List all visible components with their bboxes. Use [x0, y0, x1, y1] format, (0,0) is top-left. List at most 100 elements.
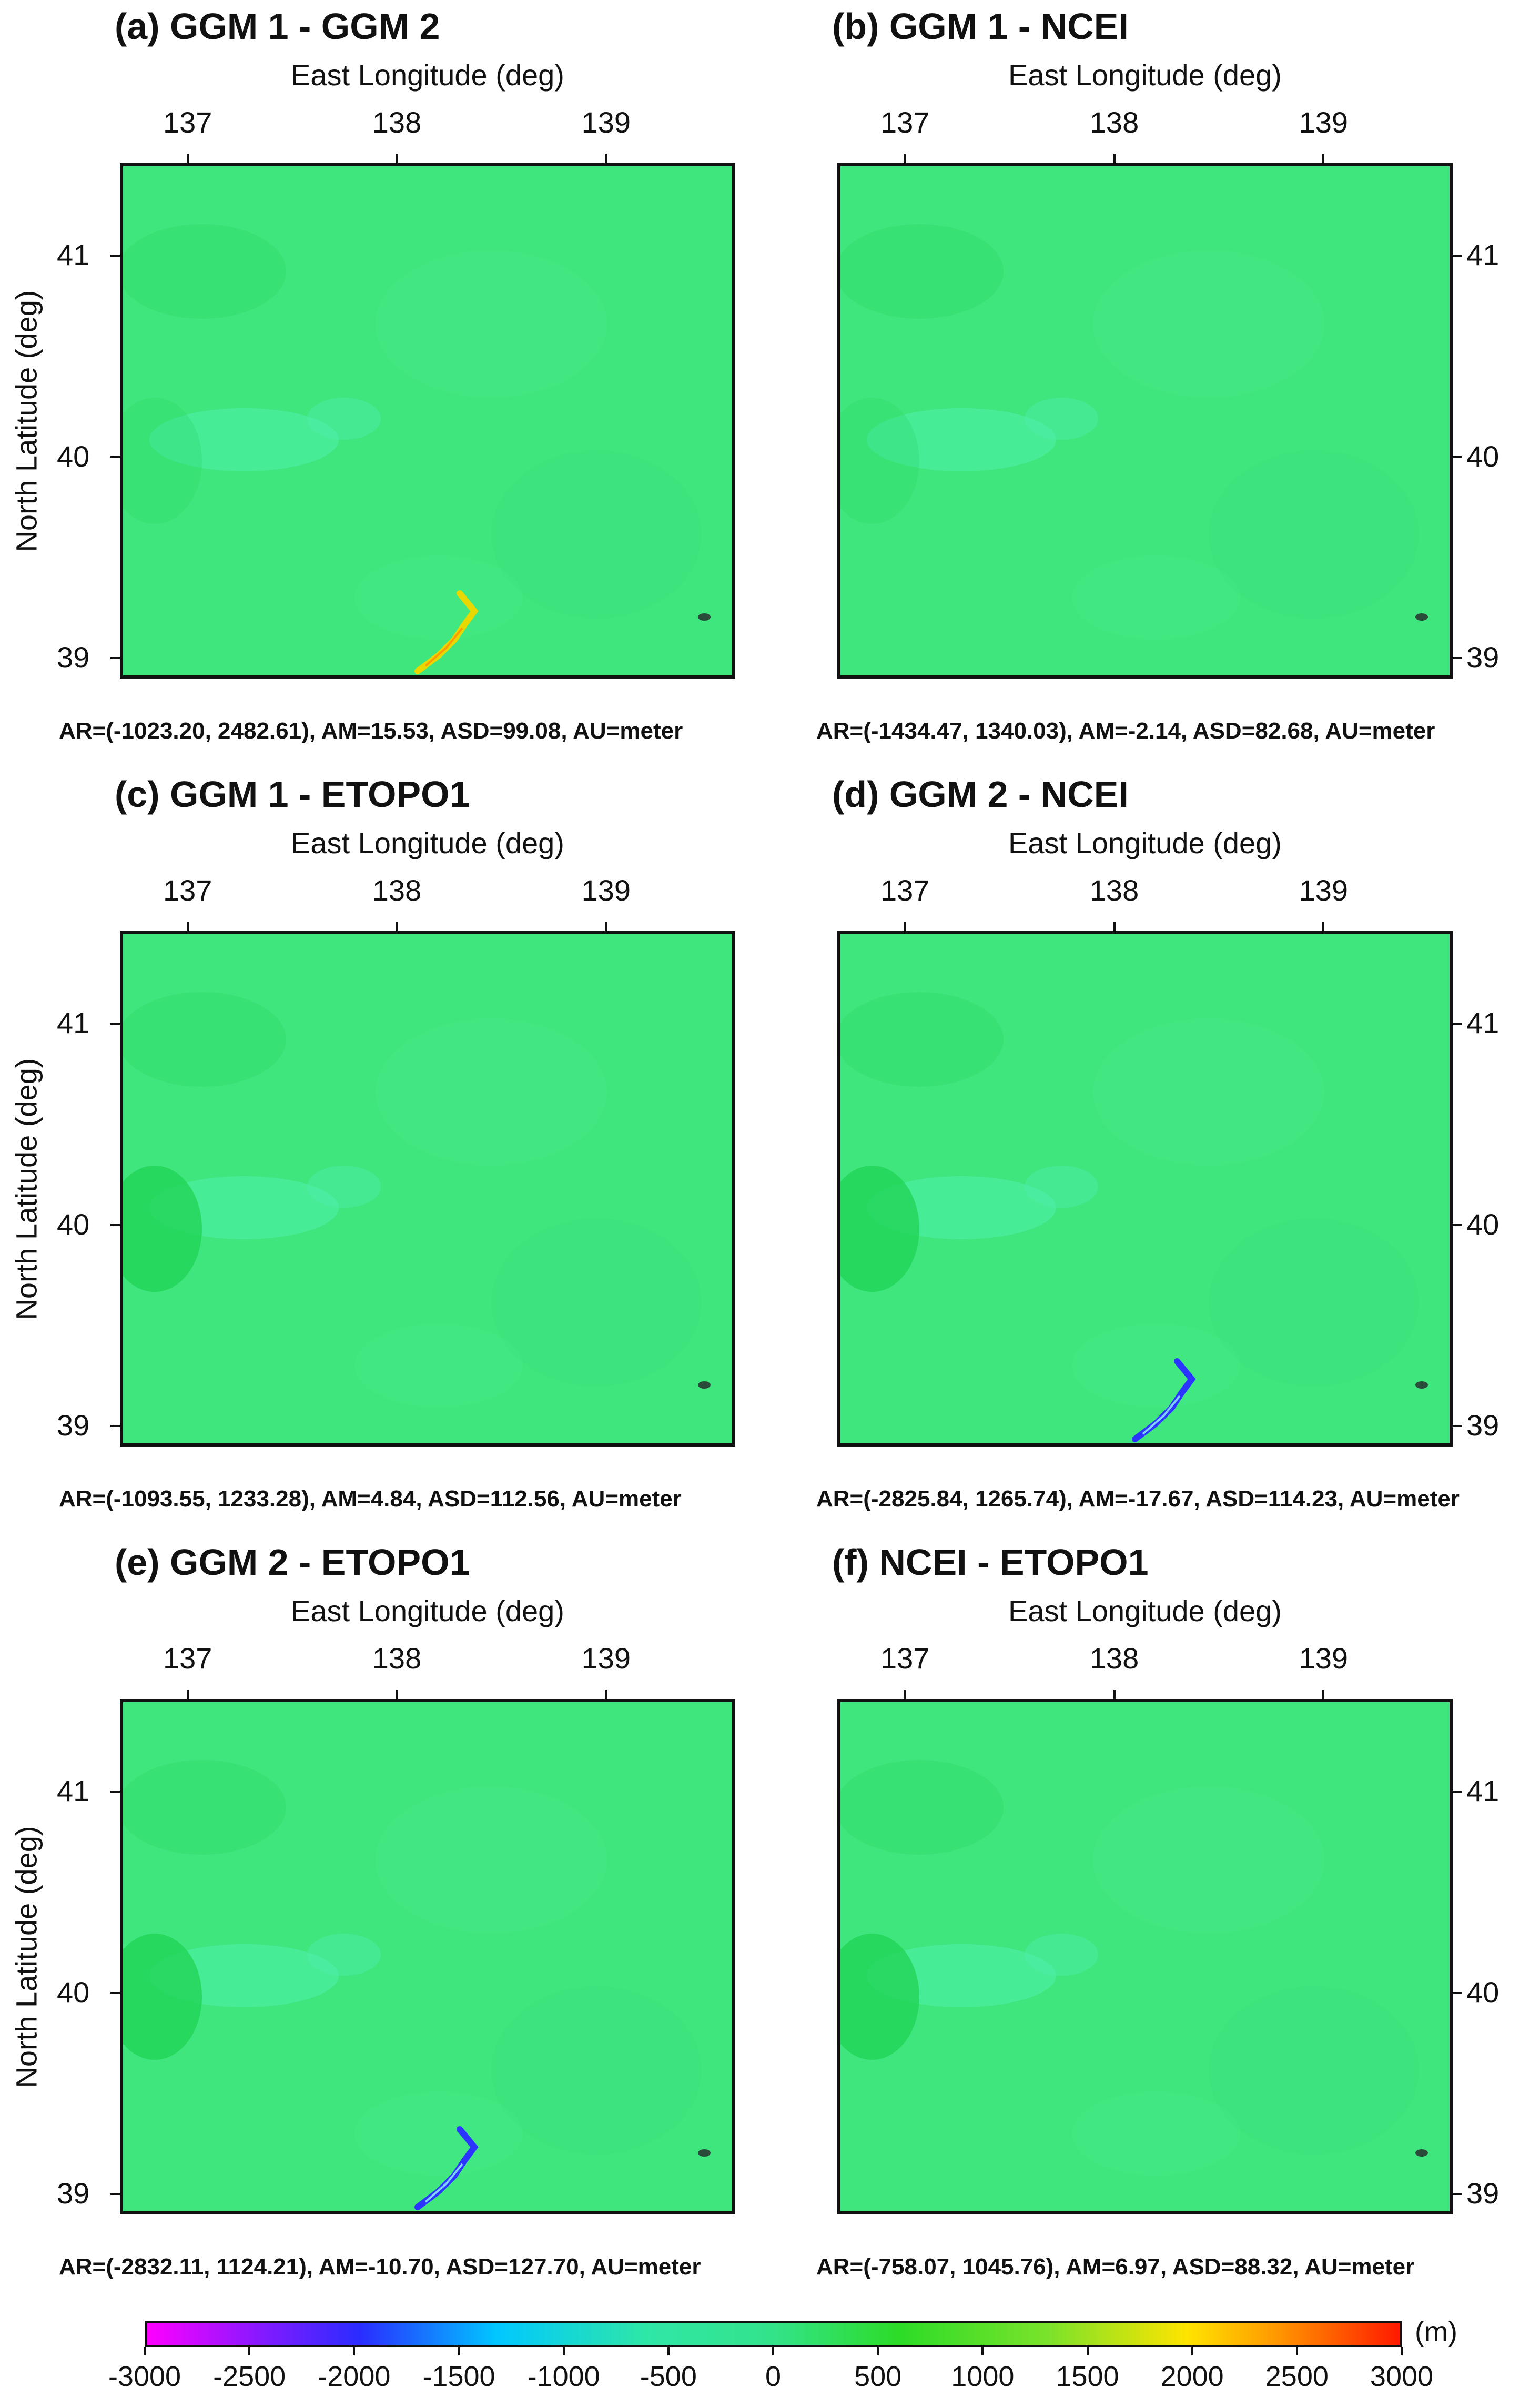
colorbar-tick-label: -500 [640, 2361, 697, 2392]
x-tick-mark [904, 154, 906, 163]
y-axis-label: North Latitude (deg) [9, 1826, 43, 2088]
island-marker [698, 2149, 711, 2157]
x-axis-label: East Longitude (deg) [1008, 826, 1282, 859]
y-tick-mark [110, 2192, 120, 2195]
x-tick-mark [605, 154, 607, 163]
difference-map [840, 1760, 1428, 2176]
x-tick-label: 138 [372, 1642, 422, 1675]
x-tick-label: 137 [163, 874, 212, 907]
terrain-blob [1072, 2091, 1240, 2176]
x-tick-mark [605, 922, 607, 931]
colorbar-tick-mark [667, 2347, 670, 2355]
colorbar-tick-mark [1086, 2347, 1089, 2355]
map-plot-area [120, 931, 735, 1447]
colorbar-unit: (m) [1415, 2316, 1457, 2348]
colorbar [145, 2321, 1402, 2347]
x-tick-mark [904, 1690, 906, 1699]
terrain-blob [1025, 398, 1098, 440]
y-tick-label: 41 [57, 238, 90, 272]
colorbar-tick-mark [353, 2347, 356, 2355]
terrain-blob [123, 224, 286, 319]
x-tick-mark [186, 922, 189, 931]
colorbar-tick-label: 0 [765, 2361, 782, 2392]
panel-title: (d) GGM 2 - NCEI [832, 774, 1129, 815]
x-tick-label: 138 [372, 874, 422, 907]
x-tick-label: 138 [1089, 1642, 1139, 1675]
x-tick-mark [1113, 154, 1116, 163]
terrain-blob [1209, 1218, 1419, 1387]
y-tick-mark [1453, 1424, 1462, 1427]
x-tick-label: 139 [1299, 874, 1349, 907]
x-tick-mark [904, 922, 906, 931]
terrain-blob [376, 1018, 607, 1166]
y-tick-label: 39 [1466, 1408, 1500, 1442]
terrain-blob [376, 1786, 607, 1934]
colorbar-tick-label: -2000 [318, 2361, 391, 2392]
y-tick-mark [1453, 255, 1462, 257]
x-tick-label: 138 [372, 106, 422, 139]
terrain-blob [491, 450, 702, 619]
x-tick-label: 139 [1299, 1642, 1349, 1675]
terrain-blob [123, 1760, 286, 1855]
colorbar-tick-mark [144, 2347, 146, 2355]
y-tick-mark [110, 1791, 120, 1793]
x-tick-label: 139 [581, 106, 631, 139]
x-tick-label: 138 [1089, 874, 1139, 907]
colorbar-tick-mark [248, 2347, 251, 2355]
terrain-blob [354, 2091, 523, 2176]
terrain-blob [376, 250, 607, 398]
terrain-blob [123, 1934, 202, 2060]
terrain-blob [123, 1166, 202, 1292]
x-tick-mark [396, 922, 398, 931]
y-tick-label: 41 [1466, 1006, 1500, 1040]
y-tick-mark [110, 656, 120, 659]
colorbar-tick-label: -1500 [422, 2361, 495, 2392]
x-tick-mark [1322, 1690, 1325, 1699]
y-tick-label: 41 [57, 1006, 90, 1040]
x-tick-mark [1113, 1690, 1116, 1699]
anomaly-streak-core [424, 2163, 463, 2203]
x-tick-mark [1113, 922, 1116, 931]
y-tick-label: 40 [57, 1975, 90, 2009]
panel-statistics: AR=(-758.07, 1045.76), AM=6.97, ASD=88.3… [816, 2254, 1415, 2280]
terrain-blob [491, 1218, 702, 1387]
colorbar-tick-label: 3000 [1370, 2361, 1434, 2392]
x-tick-label: 137 [880, 1642, 930, 1675]
x-tick-label: 137 [163, 106, 212, 139]
x-tick-mark [186, 154, 189, 163]
panel-d: (d) GGM 2 - NCEI East Longitude (deg) 137 1… [770, 768, 1540, 1536]
x-axis-label: East Longitude (deg) [1008, 1594, 1282, 1627]
panel-statistics: AR=(-1023.20, 2482.61), AM=15.53, ASD=99… [59, 718, 683, 744]
y-tick-label: 39 [57, 1408, 90, 1442]
colorbar-tick-label: 500 [854, 2361, 902, 2392]
anomaly-streak-core [424, 627, 463, 667]
island-marker [698, 1381, 711, 1389]
x-tick-mark [1322, 922, 1325, 931]
terrain-blob [307, 398, 381, 440]
terrain-blob [149, 408, 339, 471]
y-tick-mark [1453, 656, 1462, 659]
terrain-blob [1093, 1786, 1324, 1934]
colorbar-tick-label: 1000 [951, 2361, 1015, 2392]
panel-f: (f) NCEI - ETOPO1 East Longitude (deg) 137… [770, 1536, 1540, 2304]
terrain-blob [1072, 555, 1240, 640]
x-axis-label: East Longitude (deg) [291, 1594, 564, 1627]
x-tick-label: 137 [163, 1642, 212, 1675]
y-tick-label: 40 [1466, 439, 1500, 473]
panel-a: (a) GGM 1 - GGM 2 East Longitude (deg) 137… [0, 0, 770, 768]
island-marker [1415, 1381, 1428, 1389]
y-tick-mark [110, 1424, 120, 1427]
panel-statistics: AR=(-2825.84, 1265.74), AM=-17.67, ASD=1… [816, 1486, 1460, 1512]
colorbar-tick-label: 2500 [1265, 2361, 1329, 2392]
panel-statistics: AR=(-1434.47, 1340.03), AM=-2.14, ASD=82… [816, 718, 1435, 744]
terrain-blob [840, 1934, 919, 2060]
map-plot-area [837, 1699, 1453, 2214]
x-tick-label: 137 [880, 106, 930, 139]
panel-e: (e) GGM 2 - ETOPO1 East Longitude (deg) 13… [0, 1536, 770, 2304]
x-axis-label: East Longitude (deg) [291, 826, 564, 859]
terrain-blob [840, 992, 1004, 1087]
colorbar-tick-label: 1500 [1056, 2361, 1119, 2392]
terrain-blob [1025, 1934, 1098, 1976]
difference-map [123, 224, 711, 674]
panel-statistics: AR=(-1093.55, 1233.28), AM=4.84, ASD=112… [59, 1486, 682, 1512]
